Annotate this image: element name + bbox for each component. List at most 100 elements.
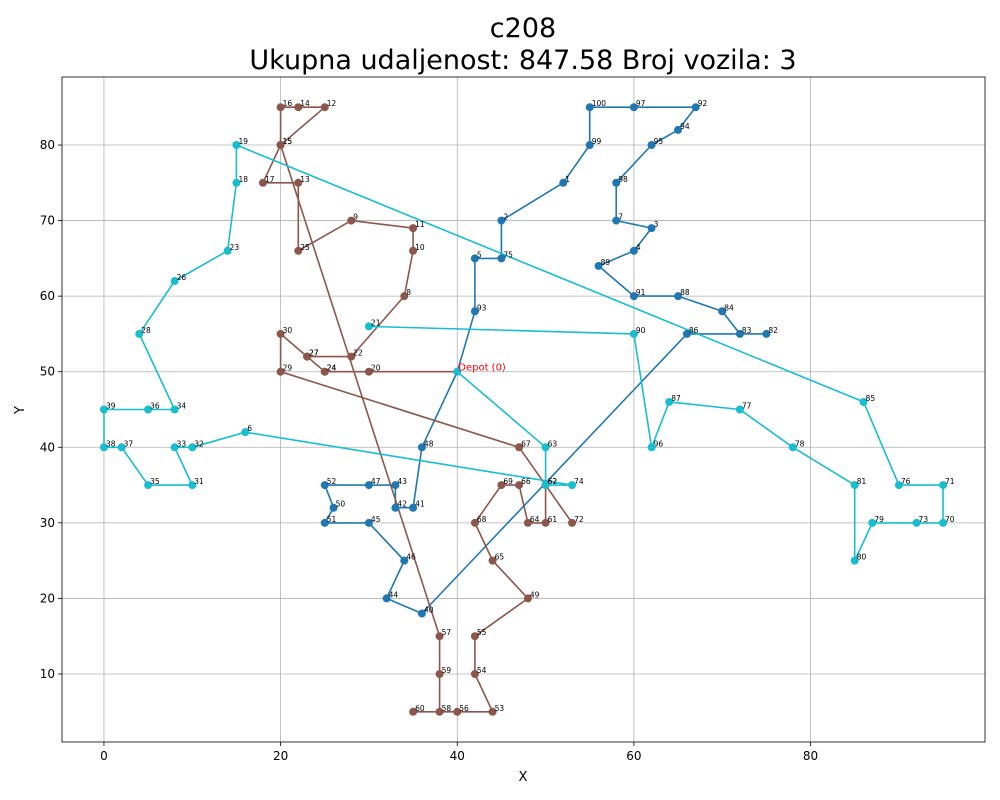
node-50-label: 50	[336, 500, 346, 509]
node-85-point	[859, 397, 868, 406]
node-35-point	[144, 481, 153, 490]
node-31-label: 31	[194, 477, 204, 486]
node-29-label: 29	[283, 364, 293, 373]
chart-title-line1: c208	[490, 13, 556, 44]
node-84-label: 84	[724, 303, 734, 312]
node-43-point	[391, 481, 400, 490]
node-81-point	[850, 481, 859, 490]
route-lines	[103, 106, 944, 713]
node-55-point	[470, 632, 479, 641]
node-73-label: 73	[919, 515, 929, 524]
node-89-point	[594, 261, 603, 270]
node-33-label: 33	[177, 439, 187, 448]
node-25-point	[294, 246, 303, 255]
node-57-point	[435, 632, 444, 641]
node-46-point	[400, 556, 409, 565]
y-tick-label: 10	[40, 667, 55, 681]
node-67-label: 67	[521, 439, 531, 448]
node-61-point	[541, 518, 550, 527]
node-85-label: 85	[866, 394, 876, 403]
node-83-label: 83	[742, 326, 752, 335]
node-58-point	[435, 707, 444, 716]
node-78-point	[788, 443, 797, 452]
node-48-label: 48	[424, 439, 434, 448]
node-23-label: 23	[230, 243, 240, 252]
node-8-point	[400, 292, 409, 301]
node-30-point	[276, 329, 285, 338]
node-63-point	[541, 443, 550, 452]
node-52-label: 52	[327, 477, 337, 486]
node-32-point	[188, 443, 197, 452]
node-38-label: 38	[106, 439, 116, 448]
node-66-label: 66	[521, 477, 531, 486]
node-22-point	[347, 352, 356, 361]
node-89-label: 89	[601, 258, 611, 267]
node-82-point	[762, 329, 771, 338]
node-60-point	[409, 707, 418, 716]
node-11-point	[409, 224, 418, 233]
node-63-label: 63	[548, 439, 558, 448]
node-53-point	[488, 707, 497, 716]
node-69-label: 69	[503, 477, 513, 486]
node-47-label: 47	[371, 477, 381, 486]
node-38-point	[99, 443, 108, 452]
node-98-label: 98	[618, 175, 628, 184]
node-77-label: 77	[742, 402, 752, 411]
node-56-point	[453, 707, 462, 716]
depot-label: Depot (0)	[458, 363, 506, 374]
node-47-point	[364, 481, 373, 490]
node-35-label: 35	[150, 477, 160, 486]
node-51-point	[320, 518, 329, 527]
node-34-label: 34	[177, 402, 187, 411]
node-16-label: 16	[283, 99, 293, 108]
node-82-label: 82	[768, 326, 778, 335]
node-55-label: 55	[477, 628, 487, 637]
node-18-point	[232, 178, 241, 187]
node-74-point	[568, 481, 577, 490]
node-94-label: 94	[680, 122, 690, 131]
node-27-label: 27	[309, 349, 319, 358]
node-13-label: 13	[300, 175, 310, 184]
node-24-label: 24	[327, 364, 337, 373]
node-17-label: 17	[265, 175, 275, 184]
node-29-point	[276, 367, 285, 376]
node-97-label: 97	[636, 99, 646, 108]
node-12-point	[320, 103, 329, 112]
node-95-label: 95	[654, 137, 664, 146]
axis-ticks: 0 20 40 60 80 10 20 30 40 50 60 70 80	[40, 138, 818, 763]
node-70-label: 70	[945, 515, 955, 524]
node-83-point	[735, 329, 744, 338]
node-42-label: 42	[397, 500, 407, 509]
node-76-label: 76	[901, 477, 911, 486]
node-99-point	[585, 141, 594, 150]
x-tick-label: 40	[450, 749, 465, 763]
node-73-point	[912, 518, 921, 527]
chart-title-line2: Ukupna udaljenost: 847.58 Broj vozila: 3	[249, 45, 796, 76]
node-41-point	[409, 503, 418, 512]
node-96-point	[647, 443, 656, 452]
node-26-point	[170, 277, 179, 286]
node-95-point	[647, 141, 656, 150]
node-72-label: 72	[574, 515, 584, 524]
node-75-point	[497, 254, 506, 263]
node-16-point	[276, 103, 285, 112]
node-10-point	[409, 246, 418, 255]
node-44-label: 44	[389, 590, 399, 599]
node-19-label: 19	[238, 137, 248, 146]
node-6-point	[241, 428, 250, 437]
node-99-label: 99	[592, 137, 602, 146]
node-19-point	[232, 141, 241, 150]
node-96-label: 96	[654, 439, 664, 448]
node-53-label: 53	[495, 704, 505, 713]
node-2-point	[497, 216, 506, 225]
node-5-point	[470, 254, 479, 263]
node-37-label: 37	[124, 439, 134, 448]
node-49-point	[523, 594, 532, 603]
y-tick-label: 60	[40, 289, 55, 303]
route-nodes	[99, 103, 948, 716]
node-67-point	[515, 443, 524, 452]
node-27-point	[303, 352, 312, 361]
node-1-label: 1	[565, 175, 570, 184]
y-axis-label: Y	[13, 406, 28, 415]
node-28-label: 28	[141, 326, 151, 335]
